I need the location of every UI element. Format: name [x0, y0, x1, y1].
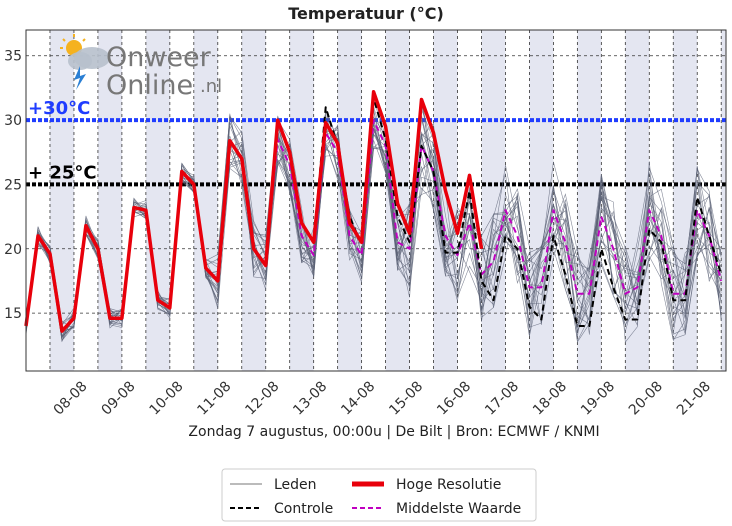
legend-label: Leden	[274, 477, 317, 493]
y-tick-label: 15	[4, 306, 22, 322]
x-tick-label: 18-08	[530, 378, 570, 418]
plot-frame	[25, 29, 727, 372]
legend-box	[221, 468, 537, 522]
y-tick-label: 20	[4, 242, 22, 258]
threshold-label: +30°C	[28, 98, 90, 119]
y-tick-label: 35	[4, 49, 22, 65]
legend-label: Middelste Waarde	[396, 501, 521, 517]
x-tick-label: 21-08	[674, 378, 714, 418]
x-tick-label: 12-08	[242, 378, 282, 418]
ensemble-member-line	[25, 110, 722, 337]
x-tick-label: 09-08	[99, 378, 139, 418]
x-tick-label: 15-08	[386, 378, 426, 418]
night-band	[337, 30, 362, 371]
x-tick-label: 16-08	[434, 378, 474, 418]
night-band	[721, 30, 726, 371]
ensemble-member-line	[25, 108, 722, 342]
ensemble-member-line	[25, 129, 722, 333]
x-tick-label: 08-08	[51, 378, 91, 418]
night-band	[481, 30, 506, 371]
x-tick-label: 10-08	[146, 378, 186, 418]
legend-label: Controle	[274, 501, 333, 517]
sun-rays-icon	[60, 34, 86, 49]
plot-background	[49, 30, 726, 371]
series-lines	[24, 90, 723, 333]
legend: Leden Hoge Resolutie Controle Middelste Waa…	[221, 468, 537, 522]
x-tick-label: 14-08	[338, 378, 378, 418]
night-band	[289, 30, 314, 371]
x-tick-label: 11-08	[194, 378, 234, 418]
lightning-icon	[74, 66, 86, 90]
x-tick-label: 13-08	[290, 378, 330, 418]
night-band	[433, 30, 458, 371]
threshold-lines: +30°C + 25°C	[26, 98, 726, 187]
series-line-hoge-resolutie	[24, 90, 484, 333]
ensemble-member-line	[25, 113, 722, 343]
x-tick-label: 20-08	[626, 378, 666, 418]
legend-label: Hoge Resolutie	[396, 477, 501, 493]
night-band	[241, 30, 266, 371]
threshold-label: + 25°C	[28, 162, 97, 183]
chart-title: Temperatuur (°C)	[288, 4, 444, 23]
svg-text:.nl: .nl	[200, 76, 222, 97]
night-band	[145, 30, 170, 371]
ensemble-member-line	[25, 110, 722, 338]
y-tick-label: 30	[4, 113, 22, 129]
svg-text:Onweer: Onweer	[106, 42, 212, 73]
x-tick-label: 17-08	[482, 378, 522, 418]
x-axis-label: Zondag 7 augustus, 00:00u | De Bilt | Br…	[188, 424, 599, 440]
y-tick-label: 25	[4, 177, 22, 193]
onweer-online-logo: Onweer Online .nl	[60, 34, 222, 101]
series-line-controle	[312, 97, 723, 327]
x-tick-label: 19-08	[578, 378, 618, 418]
svg-text:Online: Online	[106, 70, 193, 101]
